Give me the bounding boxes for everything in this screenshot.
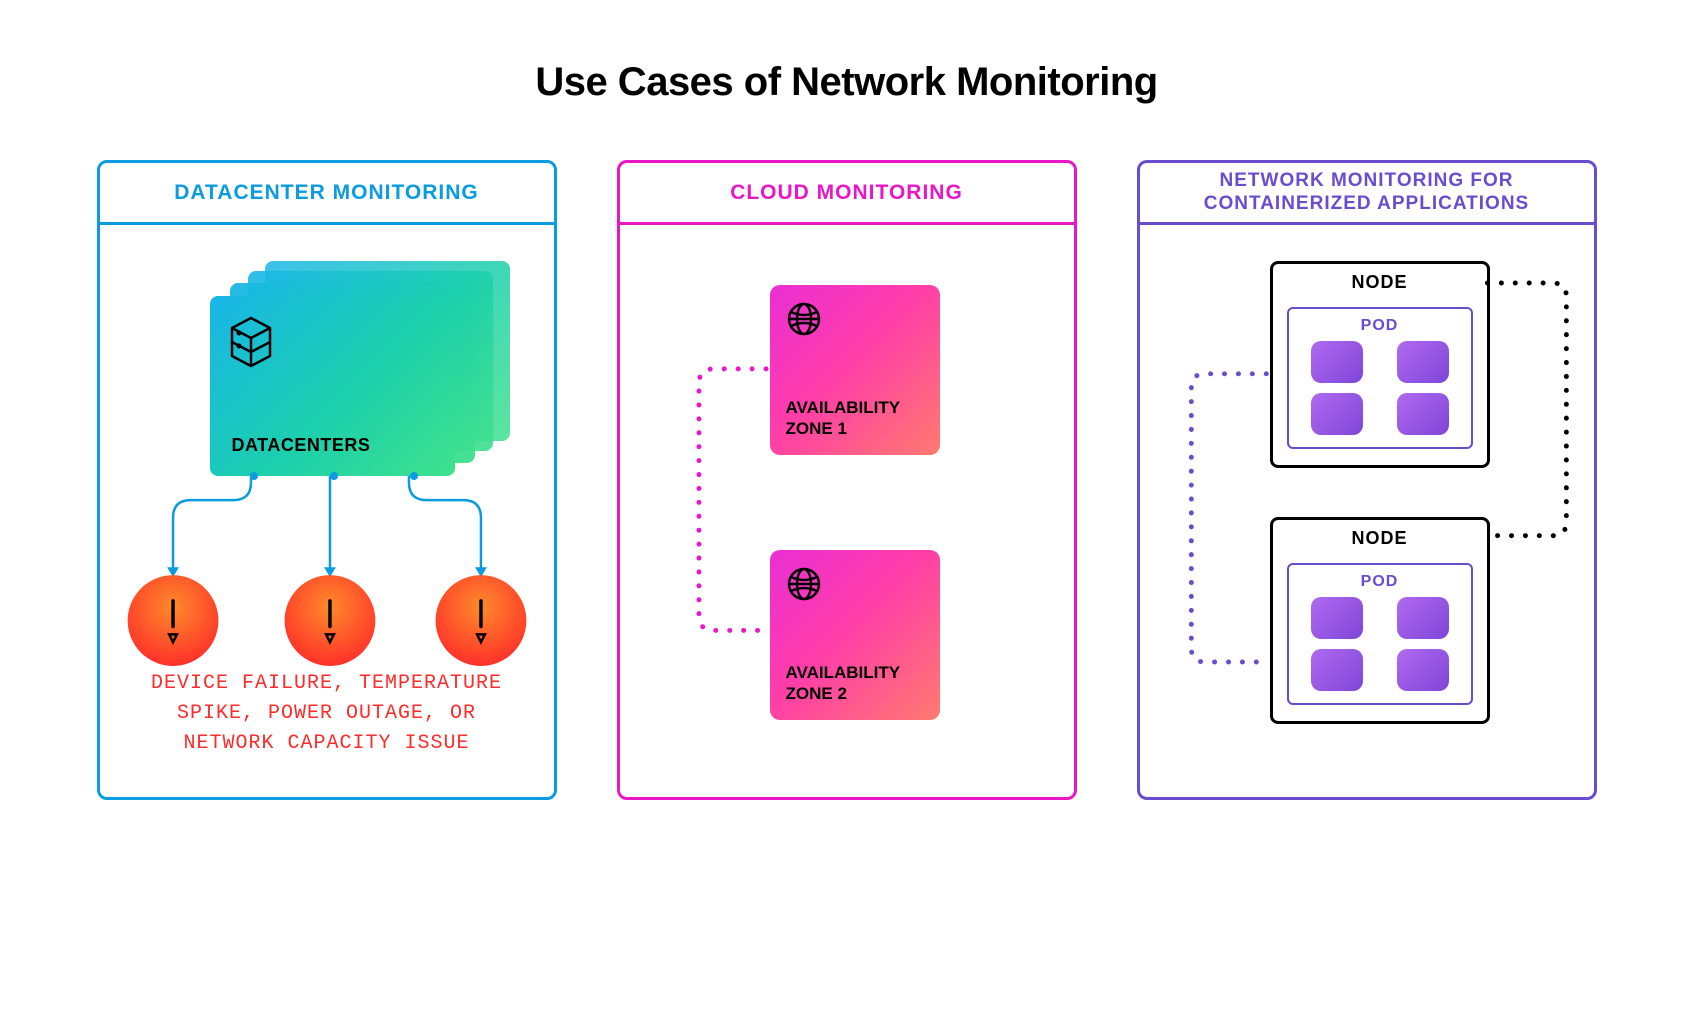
az1-label-line2: ZONE 1 <box>786 419 847 438</box>
datacenter-caption: DEVICE FAILURE, TEMPERATURE SPIKE, POWER… <box>100 669 554 759</box>
globe-icon <box>786 301 822 342</box>
az1-label-line1: AVAILABILITY <box>786 398 901 417</box>
panel-body-containers: NODE POD NODE <box>1140 225 1594 797</box>
panel-datacenter: DATACENTER MONITORING <box>97 160 557 800</box>
az2-label-line1: AVAILABILITY <box>786 663 901 682</box>
node-label: NODE <box>1273 264 1487 299</box>
node-box-1: NODE POD <box>1270 261 1490 468</box>
alert-circles <box>127 575 526 666</box>
container-cell <box>1397 597 1449 639</box>
container-cell <box>1311 597 1363 639</box>
panel-header-datacenter: DATACENTER MONITORING <box>100 163 554 225</box>
panel-containers: NETWORK MONITORING FOR CONTAINERIZED APP… <box>1137 160 1597 800</box>
pod-label: POD <box>1299 571 1461 597</box>
datacenter-card-label: DATACENTERS <box>232 435 371 456</box>
pod-box: POD <box>1287 307 1473 449</box>
container-cell <box>1397 649 1449 691</box>
panel-body-cloud: AVAILABILITY ZONE 1 <box>620 225 1074 797</box>
globe-icon <box>786 566 822 607</box>
node-box-2: NODE POD <box>1270 517 1490 724</box>
container-cell <box>1397 341 1449 383</box>
exclamation-icon <box>169 601 177 642</box>
container-cell <box>1311 649 1363 691</box>
datacenter-card-stack: DATACENTERS <box>210 261 470 461</box>
container-cell <box>1397 393 1449 435</box>
panel-header-containers: NETWORK MONITORING FOR CONTAINERIZED APP… <box>1140 163 1594 225</box>
container-cell <box>1311 393 1363 435</box>
container-cell <box>1311 341 1363 383</box>
pod-label: POD <box>1299 315 1461 341</box>
panel-cloud: CLOUD MONITORING AVAILABILI <box>617 160 1077 800</box>
az2-label-line2: ZONE 2 <box>786 684 847 703</box>
pod-box: POD <box>1287 563 1473 705</box>
panels-row: DATACENTER MONITORING <box>40 160 1653 800</box>
server-icon <box>228 316 274 373</box>
panel-header-cloud: CLOUD MONITORING <box>620 163 1074 225</box>
panel-body-datacenter: DATACENTERS <box>100 225 554 797</box>
page-title: Use Cases of Network Monitoring <box>40 60 1653 105</box>
node-label: NODE <box>1273 520 1487 555</box>
availability-zone-card-2: AVAILABILITY ZONE 2 <box>770 550 940 720</box>
exclamation-icon <box>477 601 485 642</box>
availability-zone-card-1: AVAILABILITY ZONE 1 <box>770 285 940 455</box>
exclamation-icon <box>326 601 334 642</box>
